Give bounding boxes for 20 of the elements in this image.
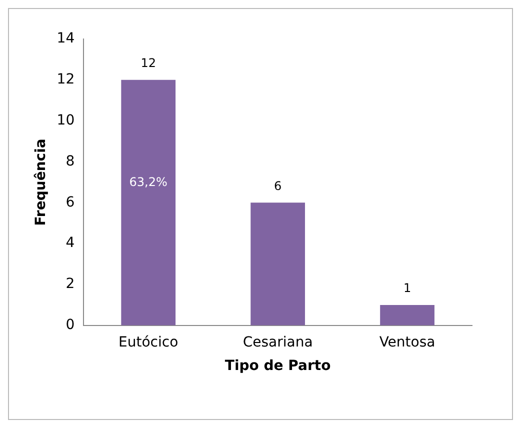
y-axis-title: Frequência: [33, 138, 50, 226]
bar: [250, 202, 305, 326]
y-tick-label: 6: [66, 194, 75, 210]
y-tick-label: 0: [66, 317, 75, 334]
y-tick-label: 14: [56, 30, 75, 47]
y-tick-label: 10: [56, 112, 75, 128]
annotation: 63,2%: [129, 175, 168, 190]
bar: [121, 80, 176, 326]
data-label: 6: [274, 178, 282, 193]
data-label: 12: [140, 56, 156, 70]
y-tick-label: 2: [66, 276, 75, 292]
bar: [380, 304, 434, 326]
x-tick-label: Eutócico: [118, 334, 178, 350]
y-tick-label: 4: [66, 235, 75, 252]
data-label: 1: [403, 281, 412, 296]
y-tick-label: 12: [56, 72, 75, 88]
y-tick-label: 8: [66, 153, 75, 170]
x-tick-label: Ventosa: [379, 334, 436, 350]
x-axis-title: Tipo de Parto: [224, 358, 332, 374]
x-tick-label: Cesariana: [242, 334, 313, 350]
